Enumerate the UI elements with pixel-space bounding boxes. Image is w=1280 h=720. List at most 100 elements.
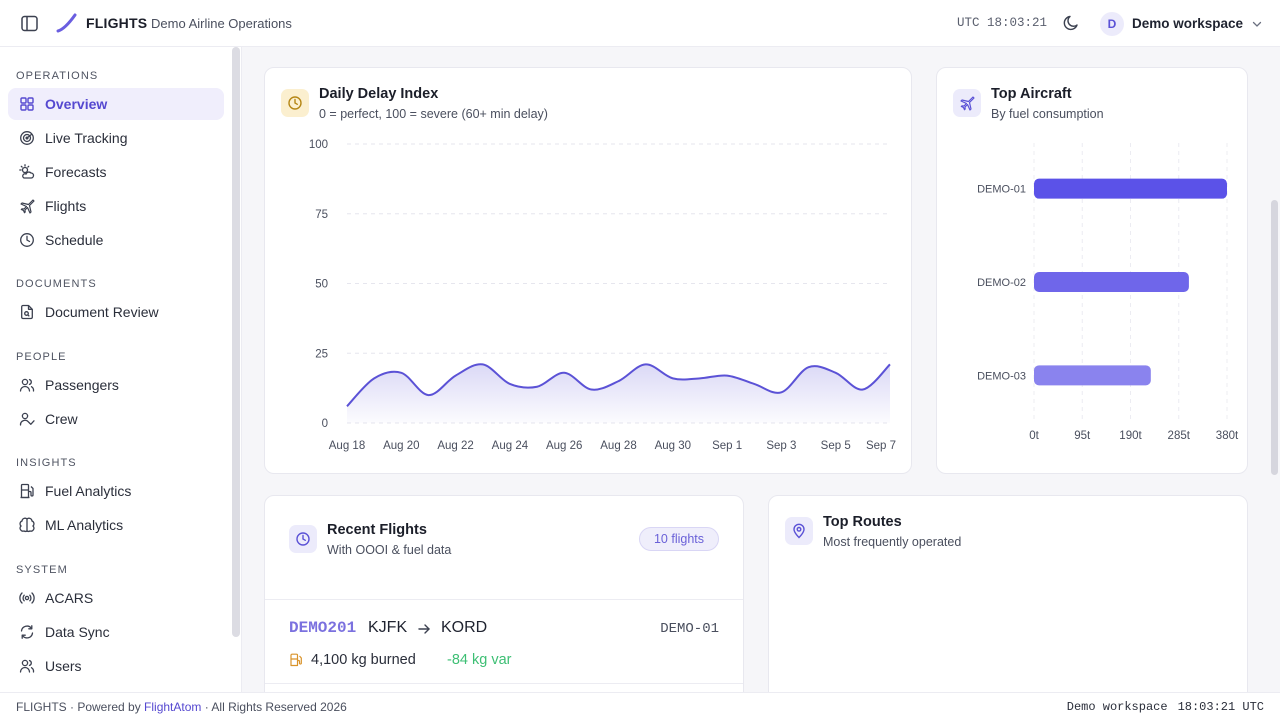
y-tick-label: 50: [315, 279, 328, 291]
sidebar-item-crew[interactable]: Crew: [8, 403, 224, 435]
y-tick-label: 100: [309, 139, 328, 151]
sidebar-toggle-icon[interactable]: [21, 15, 38, 32]
footer: FLIGHTS · Powered by FlightAtom · All Ri…: [0, 692, 1280, 720]
card-title: Daily Delay Index: [319, 86, 439, 102]
sidebar-item-users[interactable]: Users: [8, 650, 224, 682]
sidebar-item-document-review[interactable]: Document Review: [8, 296, 224, 328]
x-tick-label: Sep 3: [766, 440, 796, 452]
sidebar-item-label: Schedule: [45, 232, 104, 248]
app-subtitle: Demo Airline Operations: [151, 16, 292, 31]
aircraft-bar: [1034, 272, 1189, 292]
y-tick-label: 25: [315, 348, 328, 360]
sidebar-item-label: Overview: [45, 96, 108, 112]
sidebar-item-ml-analytics[interactable]: ML Analytics: [8, 509, 224, 541]
app-name: FLIGHTS: [86, 15, 148, 31]
section-label-operations: OPERATIONS: [16, 70, 99, 82]
sidebar-item-live-tracking[interactable]: Live Tracking: [8, 122, 224, 154]
sidebar-item-label: Flights: [45, 198, 87, 214]
card-icon-wrap: [281, 89, 309, 117]
x-tick-label: Sep 1: [712, 440, 742, 452]
sidebar-item-flights[interactable]: Flights: [8, 190, 224, 222]
user-check-icon: [19, 412, 35, 426]
sidebar: OPERATIONS Overview Live Tracking Foreca…: [0, 47, 242, 692]
footer-clock: 18:03:21 UTC: [1177, 700, 1264, 714]
aircraft-id: DEMO-01: [660, 621, 719, 637]
y-tick-label: 0: [322, 418, 328, 430]
y-tick-label: 75: [315, 209, 328, 221]
delay-area: [347, 364, 890, 423]
radar-icon: [20, 131, 34, 145]
card-icon-wrap: [289, 525, 317, 553]
card-subtitle: 0 = perfect, 100 = severe (60+ min delay…: [319, 107, 548, 121]
card-title: Top Routes: [823, 514, 902, 530]
x-tick-label: 380t: [1216, 430, 1239, 442]
refresh-icon: [20, 625, 34, 639]
footer-brand: FLIGHTS · Powered by: [16, 700, 145, 714]
x-tick-label: Aug 20: [383, 440, 419, 452]
x-tick-label: Aug 18: [329, 440, 365, 452]
top-aircraft-chart: 0t 95t 190t 285t 380t DEMO-01 DEMO-02 DEMO-03: [977, 143, 1239, 442]
section-label-system: SYSTEM: [16, 564, 68, 576]
destination-airport: KORD: [441, 619, 488, 636]
recent-flights-card: Recent Flights With OOOI & fuel data 10 …: [264, 495, 744, 715]
sidebar-item-fuel-analytics[interactable]: Fuel Analytics: [8, 475, 224, 507]
x-tick-label: Aug 24: [492, 440, 529, 452]
flightatom-link[interactable]: FlightAtom: [144, 700, 202, 714]
card-icon-wrap: [785, 517, 813, 545]
section-label-documents: DOCUMENTS: [16, 278, 97, 290]
origin-airport: KJFK: [368, 619, 408, 636]
sidebar-item-label: Data Sync: [45, 624, 110, 640]
page-scrollbar[interactable]: [1271, 200, 1278, 475]
sidebar-item-label: Users: [45, 658, 82, 674]
sidebar-item-label: Live Tracking: [45, 130, 128, 146]
sidebar-item-acars[interactable]: ACARS: [8, 582, 224, 614]
document-search-icon: [21, 304, 33, 320]
sidebar-item-forecasts[interactable]: Forecasts: [8, 156, 224, 188]
card-icon-wrap: [953, 89, 981, 117]
sidebar-scrollbar[interactable]: [232, 47, 240, 637]
sidebar-item-overview[interactable]: Overview: [8, 88, 224, 120]
sidebar-item-data-sync[interactable]: Data Sync: [8, 616, 224, 648]
card-title: Recent Flights: [327, 522, 427, 538]
sidebar-item-label: Crew: [45, 411, 78, 427]
x-tick-label: Aug 30: [655, 440, 691, 452]
footer-status: Demo workspace 18:03:21 UTC: [1067, 700, 1264, 714]
flight-number[interactable]: DEMO201: [289, 619, 357, 637]
card-subtitle: Most frequently operated: [823, 535, 962, 549]
fuel-icon: [20, 483, 34, 499]
fuel-icon: [290, 653, 302, 667]
flight-row[interactable]: DEMO201 KJFK KORD DEMO-01 4,100 kg burne…: [265, 599, 743, 684]
top-routes-card: Top Routes Most frequently operated: [768, 495, 1248, 715]
plane-icon: [20, 199, 35, 214]
logo-icon: [56, 13, 77, 33]
fuel-burned: 4,100 kg burned: [311, 652, 416, 668]
aircraft-bar: [1034, 178, 1227, 199]
sidebar-item-label: ACARS: [45, 590, 94, 606]
moon-icon[interactable]: [1062, 14, 1080, 32]
flights-count-badge: 10 flights: [639, 527, 719, 551]
clock-icon: [20, 233, 34, 247]
arrow-right-icon: [418, 624, 430, 634]
delay-index-chart: 0 25 50 75 100 Aug 18 Aug 20 Aug 22 Aug 24 Aug 26…: [309, 139, 896, 452]
clock-icon: [296, 532, 310, 546]
workspace-switcher[interactable]: D Demo workspace: [1100, 11, 1263, 36]
sidebar-item-label: Forecasts: [45, 164, 107, 180]
clock-icon: [288, 96, 302, 110]
x-tick-label: Aug 26: [546, 440, 582, 452]
plane-icon: [960, 96, 975, 111]
footer-credits: FLIGHTS · Powered by FlightAtom · All Ri…: [16, 700, 347, 714]
card-subtitle: By fuel consumption: [991, 107, 1104, 121]
x-tick-label: Aug 22: [437, 440, 473, 452]
chevron-down-icon: [1252, 21, 1262, 27]
workspace-name: Demo workspace: [1132, 16, 1244, 31]
footer-rights: · All Rights Reserved 2026: [201, 700, 347, 714]
cloud-sun-icon: [19, 164, 35, 179]
sidebar-item-passengers[interactable]: Passengers: [8, 369, 224, 401]
category-label: DEMO-01: [977, 184, 1026, 196]
x-tick-label: 0t: [1029, 430, 1039, 442]
top-bar: FLIGHTS Demo Airline Operations UTC 18:0…: [0, 0, 1280, 47]
x-tick-label: Sep 5: [821, 440, 851, 452]
category-label: DEMO-03: [977, 370, 1026, 382]
sidebar-item-schedule[interactable]: Schedule: [8, 224, 224, 256]
radio-icon: [19, 592, 35, 604]
